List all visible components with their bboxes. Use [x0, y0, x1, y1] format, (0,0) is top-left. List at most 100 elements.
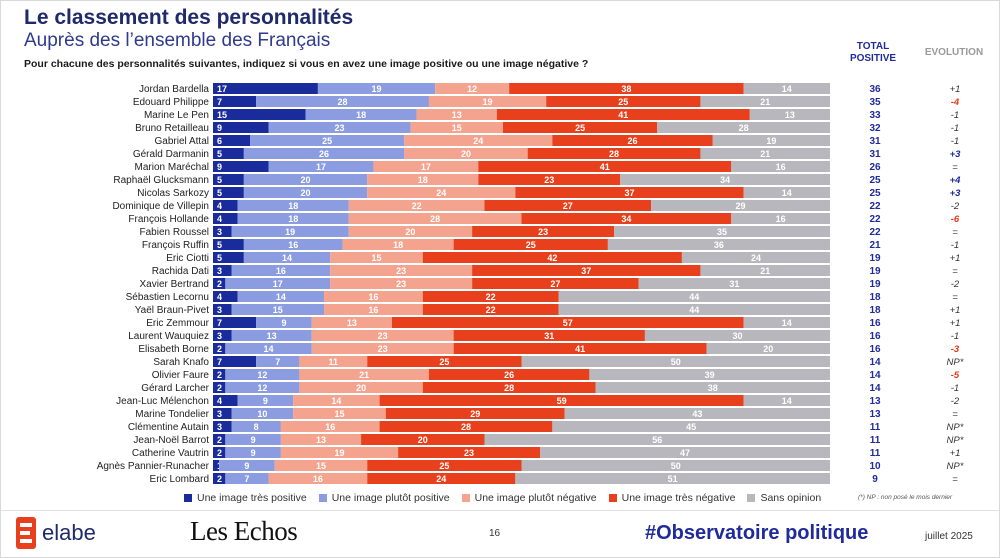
value-label-no-opinion: 30: [732, 331, 742, 341]
bar-no-opinion: [749, 109, 830, 120]
bar-very-negative: [422, 382, 596, 393]
value-label-no-opinion: 38: [708, 383, 718, 393]
category-label: Laurent Wauquiez: [128, 331, 209, 342]
value-label-very-positive: 5: [217, 240, 222, 250]
bar-rather-positive: [225, 434, 281, 445]
value-label-rather-negative: 11: [329, 357, 339, 367]
bar-very-positive: [213, 330, 232, 341]
value-label-no-opinion: 44: [689, 292, 699, 302]
bar-very-negative: [472, 278, 639, 289]
value-label-very-negative: 24: [436, 474, 446, 484]
bar-rather-negative: [330, 265, 473, 276]
bar-rather-negative: [373, 161, 479, 172]
legend-swatch-no-opinion: [747, 494, 756, 502]
total-positive-value: 14: [869, 370, 881, 381]
total-positive-value: 18: [869, 292, 881, 303]
category-label: Fabien Roussel: [140, 227, 209, 238]
total-positive-value: 19: [869, 266, 881, 277]
category-label: Sarah Knafo: [153, 357, 209, 368]
bar-no-opinion: [743, 83, 830, 94]
bar-rather-negative: [311, 330, 454, 341]
value-label-very-positive: 3: [217, 266, 222, 276]
value-label-no-opinion: 14: [782, 188, 792, 198]
value-label-no-opinion: 19: [766, 136, 776, 146]
bar-very-positive: [213, 239, 244, 250]
bar-no-opinion: [706, 343, 830, 354]
value-label-no-opinion: 29: [736, 201, 746, 211]
value-label-rather-positive: 9: [281, 318, 286, 328]
value-label-no-opinion: 44: [689, 305, 699, 315]
category-label: François Hollande: [128, 214, 209, 225]
value-label-rather-negative: 20: [461, 149, 471, 159]
value-label-very-negative: 29: [470, 409, 480, 419]
legend-item-rather-negative: Une image plutôt négative: [461, 492, 597, 504]
bar-rather-negative: [435, 83, 510, 94]
bar-no-opinion: [620, 174, 830, 185]
category-label: Xavier Bertrand: [140, 279, 209, 290]
evolution-value: =: [952, 162, 958, 173]
bar-no-opinion: [743, 187, 830, 198]
bar-rather-negative: [311, 343, 454, 354]
bar-rather-positive: [225, 278, 331, 289]
legend-label-rather-positive: Une image plutôt positive: [331, 492, 450, 504]
bar-rather-negative: [416, 109, 497, 120]
value-label-very-negative: 57: [563, 318, 573, 328]
value-label-very-positive: 5: [217, 149, 222, 159]
bar-very-negative: [453, 330, 645, 341]
category-label: Jean-Noël Barrot: [133, 435, 209, 446]
total-positive-value: 31: [869, 136, 881, 147]
bar-rather-positive: [225, 369, 300, 380]
value-label-no-opinion: 14: [782, 396, 792, 406]
bar-no-opinion: [614, 226, 830, 237]
total-positive-value: 19: [869, 253, 881, 264]
bar-very-negative: [361, 434, 485, 445]
category-label: Yaël Braun-Pivet: [135, 305, 210, 316]
value-label-rather-positive: 12: [257, 370, 267, 380]
value-label-very-negative: 37: [581, 266, 591, 276]
bar-rather-negative: [299, 382, 423, 393]
total-positive-value: 25: [869, 188, 881, 199]
bar-very-negative: [385, 408, 565, 419]
total-positive-value: 33: [869, 110, 881, 121]
bar-no-opinion: [700, 96, 830, 107]
value-label-no-opinion: 50: [671, 461, 681, 471]
value-label-rather-negative: 13: [347, 318, 357, 328]
bar-rather-negative: [268, 473, 368, 484]
value-label-very-negative: 25: [526, 240, 536, 250]
bar-rather-positive: [225, 343, 312, 354]
evolution-value: -2: [951, 396, 960, 407]
bar-very-negative: [422, 252, 682, 263]
value-label-rather-negative: 15: [316, 461, 326, 471]
evolution-value: +1: [950, 318, 961, 329]
value-label-very-negative: 25: [439, 357, 449, 367]
bar-very-positive: [213, 83, 318, 94]
value-label-very-positive: 2: [217, 474, 222, 484]
bar-very-negative: [509, 83, 744, 94]
value-label-rather-positive: 19: [371, 84, 381, 94]
value-label-very-positive: 3: [217, 305, 222, 315]
value-label-rather-positive: 9: [263, 396, 268, 406]
bar-rather-positive: [237, 291, 325, 302]
bar-rather-positive: [256, 356, 300, 367]
value-label-very-negative: 27: [563, 201, 573, 211]
value-label-very-positive: 7: [217, 97, 222, 107]
bar-very-positive: [213, 187, 244, 198]
bar-rather-positive: [268, 161, 374, 172]
elabe-logo: elabe: [16, 517, 96, 549]
evolution-value: -1: [951, 110, 959, 121]
value-label-very-positive: 3: [217, 331, 222, 341]
value-label-rather-negative: 16: [325, 422, 335, 432]
bar-very-negative: [546, 96, 701, 107]
value-label-rather-positive: 25: [322, 136, 332, 146]
bar-rather-negative: [280, 447, 399, 458]
value-label-rather-positive: 14: [264, 344, 274, 354]
category-label: Marine Tondelier: [135, 409, 209, 420]
category-label: Olivier Faure: [152, 370, 210, 381]
total-positive-value: 11: [870, 422, 881, 433]
value-label-very-negative: 23: [544, 175, 554, 185]
bar-rather-negative: [299, 369, 429, 380]
bar-very-negative: [472, 226, 615, 237]
category-label: Jean-Luc Mélenchon: [116, 396, 209, 407]
value-label-very-negative: 41: [600, 162, 610, 172]
value-label-no-opinion: 14: [782, 318, 792, 328]
